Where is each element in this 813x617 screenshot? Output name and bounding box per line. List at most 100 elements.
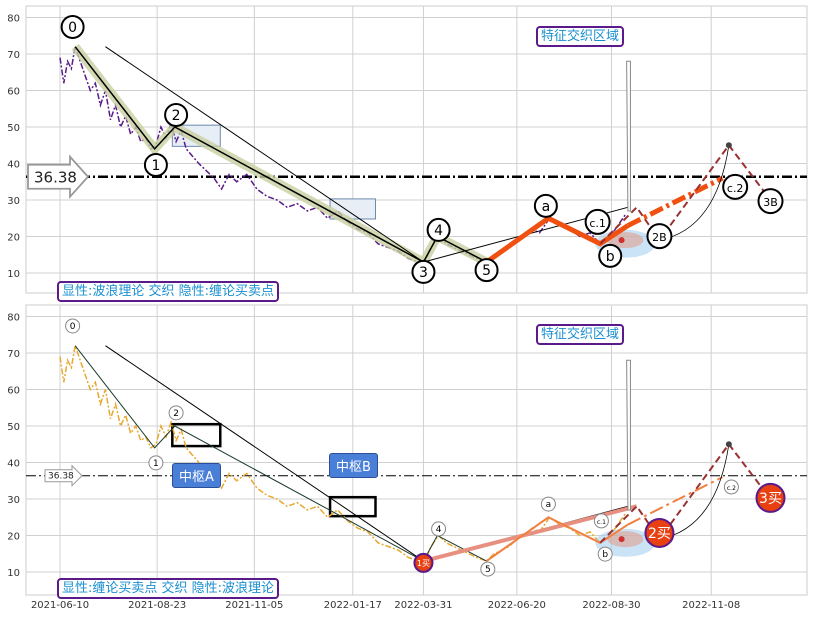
- wave-label-circle: [722, 173, 749, 200]
- wave-label: 3B: [763, 196, 778, 209]
- abc-projection-line: [627, 476, 723, 526]
- x-tick-label: 2021-06-10: [31, 600, 89, 611]
- wave-label: c.2: [727, 485, 736, 492]
- wave-label: 5: [482, 263, 491, 279]
- buy-point-marker: [755, 482, 786, 513]
- wave-label-circle: [426, 217, 451, 242]
- x-tick-label: 2022-11-08: [682, 600, 740, 611]
- bottom-zone-label: 特征交织区域: [536, 324, 625, 345]
- wave-label: c.1: [589, 217, 606, 230]
- wave-label-circle: [148, 455, 164, 471]
- wave-label: 5: [485, 565, 491, 575]
- buy-point-label: 3买: [759, 491, 782, 507]
- wave-label-circle: [597, 546, 613, 562]
- buy-point-marker: [644, 517, 675, 548]
- reference-arrow: [27, 154, 90, 200]
- x-tick-label: 2022-06-20: [488, 600, 546, 611]
- y-tick-label: 60: [7, 87, 20, 98]
- buy-point-marker: [413, 552, 434, 573]
- wave-label: 0: [68, 20, 77, 36]
- plot-area: [25, 5, 808, 294]
- y-tick-label: 50: [7, 422, 20, 433]
- wave-label-circle: [540, 496, 556, 512]
- top-panel-title: 显性:波浪理论 交织 隐性:缠论买卖点: [57, 281, 280, 302]
- y-tick-label: 40: [7, 160, 20, 171]
- wave-label-circle: [60, 14, 85, 39]
- wave-label: c.2: [727, 182, 744, 195]
- wave-label: b: [602, 550, 608, 560]
- wave-label-circle: [757, 188, 784, 215]
- wave-label: 2B: [652, 231, 667, 244]
- y-tick-label: 80: [7, 14, 20, 25]
- wave-label: 4: [436, 525, 442, 535]
- y-tick-label: 40: [7, 459, 20, 470]
- intersect-point: [618, 237, 625, 244]
- abc-projection-line: [626, 175, 724, 228]
- y-tick-label: 10: [7, 568, 20, 579]
- wave-label: 3: [419, 265, 428, 281]
- y-tick-label: 60: [7, 386, 20, 397]
- abc-wave-line: [485, 215, 630, 265]
- wave-label-circle: [593, 513, 609, 529]
- wave-label-circle: [65, 318, 81, 334]
- wave-label: 0: [70, 322, 76, 332]
- top-zone-label: 特征交织区域: [536, 26, 625, 47]
- bottom-panel-title: 显性:缠论买卖点 交织 隐性:波浪理论: [57, 578, 280, 599]
- x-tick-label: 2021-08-23: [128, 600, 186, 611]
- peak-marker: [725, 142, 732, 149]
- intersect-zone-core: [607, 531, 644, 548]
- wave-label-circle: [584, 208, 611, 235]
- buy-point-label: 1买: [417, 559, 430, 568]
- x-tick-label: 2021-11-05: [225, 600, 283, 611]
- reference-value: 36.38: [48, 472, 74, 482]
- wave-label-circle: [431, 521, 447, 537]
- intersect-zone-core: [607, 232, 644, 249]
- wave-label: 1: [151, 158, 160, 174]
- intersect-point: [618, 536, 625, 543]
- zhongshu-box: [328, 495, 377, 518]
- wave-label: 2: [172, 108, 181, 124]
- wave-label: 1: [153, 459, 159, 469]
- y-tick-label: 30: [7, 196, 20, 207]
- wave-label: a: [546, 500, 552, 510]
- wave-label-circle: [474, 258, 499, 283]
- wave-label-circle: [533, 193, 558, 218]
- x-tick-label: 2022-03-31: [394, 600, 452, 611]
- zhongshu-b-label: 中枢B: [329, 453, 378, 478]
- x-tick-label: 2022-08-30: [582, 600, 640, 611]
- wave-label-circle: [143, 152, 168, 177]
- plot-area: [25, 304, 808, 596]
- pointer-arrow: [626, 60, 631, 212]
- y-tick-label: 20: [7, 233, 20, 244]
- reference-arrow: [44, 464, 83, 487]
- buy-point-label: 2买: [648, 526, 671, 542]
- wave-line: [74, 46, 487, 264]
- wave-label: c.1: [597, 519, 606, 526]
- reference-value: 36.38: [34, 169, 77, 187]
- y-tick-label: 50: [7, 123, 20, 134]
- wave-label-circle: [646, 223, 673, 250]
- y-tick-label: 70: [7, 349, 20, 360]
- peak-marker: [725, 441, 732, 448]
- y-tick-label: 80: [7, 313, 20, 324]
- zhongshu-box: [171, 422, 222, 448]
- wave-label-circle: [168, 405, 184, 421]
- wave-label: 2: [173, 409, 179, 419]
- wave-line: [74, 345, 487, 562]
- zhongshu-a-label: 中枢A: [172, 463, 221, 488]
- wave-label-circle: [723, 479, 739, 495]
- x-tick-label: 2022-01-17: [324, 600, 382, 611]
- wave-label-circle: [164, 102, 189, 127]
- wave-label-circle: [480, 561, 496, 577]
- abc-wave-line: [485, 516, 629, 562]
- wave-label: 4: [434, 223, 443, 239]
- wave-label: b: [606, 249, 615, 265]
- wave-label-circle: [598, 243, 623, 268]
- y-tick-label: 70: [7, 50, 20, 61]
- y-tick-label: 10: [7, 269, 20, 280]
- wave-label: a: [542, 199, 551, 215]
- y-tick-label: 30: [7, 495, 20, 506]
- pointer-arrow: [626, 359, 631, 511]
